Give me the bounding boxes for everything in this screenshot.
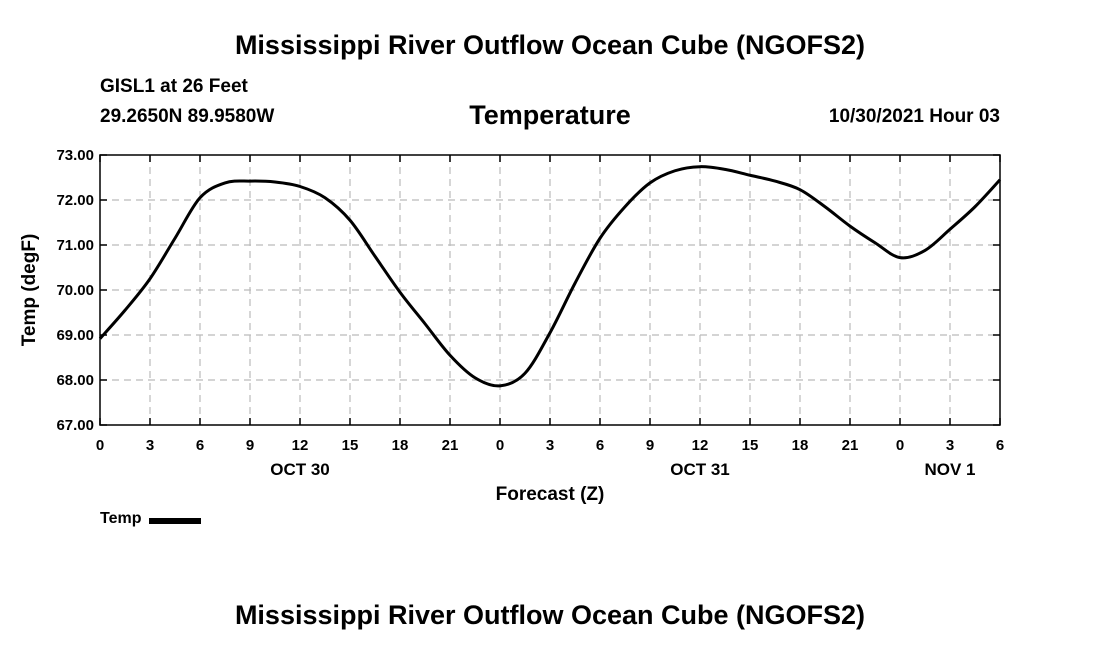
x-tick-label: 18 (792, 437, 809, 454)
main-title: Mississippi River Outflow Ocean Cube (NG… (234, 30, 866, 60)
x-tick-label: 0 (896, 437, 904, 454)
y-tick-label: 72.00 (56, 192, 94, 209)
x-tick-label: 21 (842, 437, 859, 454)
x-tick-label: 9 (646, 437, 654, 454)
forecast-date: 10/30/2021 Hour 03 (828, 106, 1000, 127)
axis-ticks (99, 154, 1001, 426)
x-tick-label: 15 (742, 437, 759, 454)
y-tick-label: 70.00 (56, 282, 94, 299)
x-axis-label: Forecast (Z) (496, 484, 605, 505)
y-tick-label: 68.00 (56, 372, 94, 389)
legend-swatch-temp (149, 517, 202, 524)
grid-lines (100, 154, 1000, 426)
x-tick-labels: 0 3 6 9 12 15 18 21 0 3 6 9 12 15 18 21 0 3 6 (96, 437, 1004, 454)
station-name: GISL1 at 26 Feet (100, 76, 248, 97)
x-tick-label: 6 (196, 437, 204, 454)
x-tick-label: 0 (96, 437, 104, 454)
x-tick-label: 3 (546, 437, 554, 454)
date-labels: OCT 30 OCT 31 NOV 1 (270, 460, 975, 479)
x-tick-label: 0 (496, 437, 504, 454)
series-line-temp (98, 165, 1002, 388)
y-tick-label: 69.00 (56, 327, 94, 344)
y-tick-label: 67.00 (56, 417, 94, 434)
x-tick-label: 15 (342, 437, 359, 454)
y-tick-labels: 67.00 68.00 69.00 70.00 71.00 72.00 73.00 (56, 147, 94, 434)
x-tick-label: 6 (596, 437, 604, 454)
date-label: OCT 30 (270, 460, 330, 479)
x-tick-label: 12 (292, 437, 309, 454)
chart-title: Temperature (469, 100, 631, 130)
date-label: NOV 1 (924, 460, 975, 479)
x-tick-label: 6 (996, 437, 1004, 454)
y-axis-label: Temp (degF) (19, 234, 40, 347)
y-tick-label: 71.00 (56, 237, 94, 254)
legend-label: Temp (100, 510, 142, 527)
y-tick-label: 73.00 (56, 147, 94, 164)
x-tick-label: 3 (146, 437, 154, 454)
x-tick-label: 9 (246, 437, 254, 454)
footer-title: Mississippi River Outflow Ocean Cube (NG… (234, 600, 866, 630)
x-tick-label: 3 (946, 437, 954, 454)
x-tick-label: 12 (692, 437, 709, 454)
date-label: OCT 31 (670, 460, 730, 479)
x-tick-label: 21 (442, 437, 459, 454)
legend: Temp (100, 510, 202, 528)
station-coordinates: 29.2650N 89.9580W (100, 106, 275, 127)
x-tick-label: 18 (392, 437, 409, 454)
